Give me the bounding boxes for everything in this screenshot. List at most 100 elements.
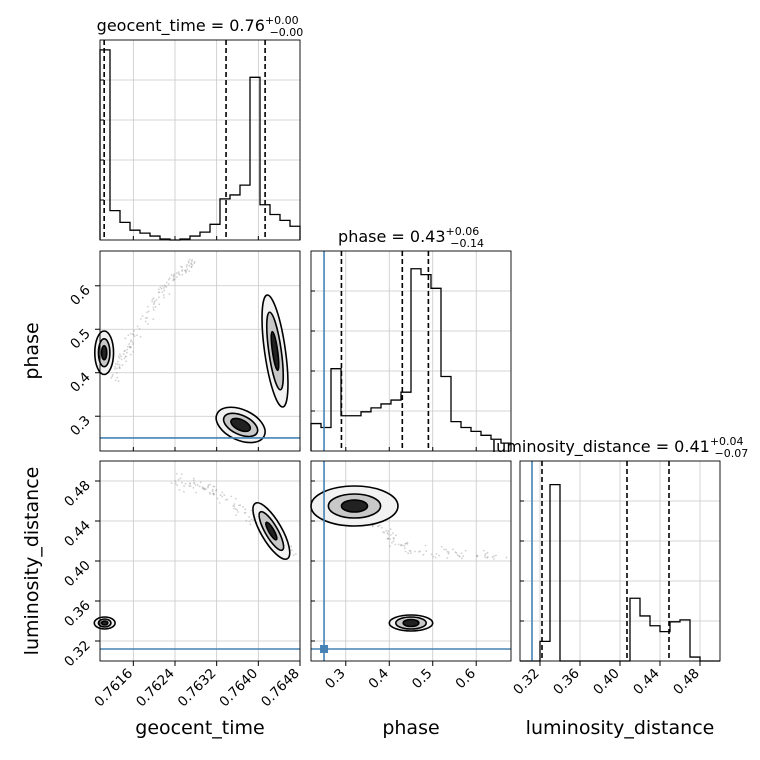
pair-geocent_time-phase-sample	[165, 281, 168, 284]
pair-phase-luminosity_distance-sample	[397, 543, 400, 546]
pair-geocent_time-phase-frame	[99, 250, 301, 452]
pair-phase-luminosity_distance-sample	[486, 556, 489, 559]
pair-geocent_time-phase-sample	[177, 272, 180, 275]
pair-geocent_time-phase-sample	[173, 275, 175, 277]
pair-phase-luminosity_distance-sample	[378, 524, 381, 527]
pair-geocent_time-luminosity_distance-sample	[192, 477, 195, 480]
pair-geocent_time-luminosity_distance-sample	[250, 509, 253, 512]
pair-phase-luminosity_distance-sample	[371, 524, 374, 527]
panel-title-upper-error: +0.00	[265, 14, 299, 27]
pair-phase-luminosity_distance-sample	[393, 537, 395, 540]
pair-phase-luminosity_distance-sample	[392, 537, 395, 539]
pair-geocent_time-luminosity_distance-sample	[211, 490, 214, 493]
pair-geocent_time-phase-sample	[115, 362, 117, 365]
pair-geocent_time-phase-sample	[139, 335, 142, 338]
frames-layer	[95, 39, 721, 666]
pair-geocent_time-phase-sample	[132, 343, 135, 345]
pair-geocent_time-luminosity_distance-sample	[198, 485, 201, 488]
pair-geocent_time-phase-sample	[187, 261, 190, 264]
y-axis-label-phase: phase	[21, 322, 43, 379]
pair-geocent_time-phase-sample	[123, 357, 126, 360]
pair-geocent_time-phase-sample	[125, 355, 128, 358]
pair-geocent_time-phase-sample	[167, 282, 170, 285]
pair-phase-luminosity_distance-sample	[460, 552, 463, 555]
pair-geocent_time-phase-sample	[188, 258, 191, 261]
pair-geocent_time-luminosity_distance-sample	[184, 482, 187, 485]
pair-geocent_time-luminosity_distance-sample	[189, 482, 192, 485]
pair-geocent_time-phase-sample	[117, 355, 120, 358]
grid-layer	[100, 40, 720, 661]
pair-geocent_time-phase-sample	[129, 353, 132, 356]
pair-phase-luminosity_distance-sample	[409, 550, 412, 552]
pair-geocent_time-luminosity_distance-sample	[178, 489, 181, 491]
pair-phase-luminosity_distance-sample	[406, 542, 409, 545]
panel-title-lower-error: −0.07	[715, 447, 749, 460]
ytick-label-luminosity_distance: 0.44	[61, 518, 94, 551]
pair-geocent_time-luminosity_distance-sample	[192, 479, 195, 482]
pair-geocent_time-luminosity_distance-sample	[209, 493, 212, 495]
pair-geocent_time-luminosity_distance-sample	[192, 486, 195, 489]
pair-geocent_time-phase-sample	[116, 360, 119, 363]
pair-phase-luminosity_distance-sample	[430, 553, 433, 556]
ytick-label-phase: 0.4	[67, 369, 94, 396]
pair-phase-luminosity_distance-sample	[406, 541, 409, 544]
pair-geocent_time-phase-sample	[172, 275, 175, 278]
pair-geocent_time-phase-sample	[181, 270, 184, 272]
pair-phase-luminosity_distance-sample	[460, 557, 463, 560]
pair-phase-luminosity_distance-sample	[452, 548, 454, 551]
pair-geocent_time-phase-sample	[193, 262, 196, 265]
pair-geocent_time-phase-sample	[162, 294, 165, 296]
pair-geocent_time-phase-sample	[180, 265, 182, 268]
pair-geocent_time-phase-sample	[128, 343, 131, 345]
pair-geocent_time-phase-sample	[173, 273, 175, 276]
pair-geocent_time-phase-sample	[161, 285, 164, 287]
pair-phase-luminosity_distance-sample	[385, 529, 388, 532]
pair-geocent_time-phase-sample	[136, 325, 139, 328]
pair-geocent_time-luminosity_distance-sample	[180, 481, 183, 484]
pair-geocent_time-luminosity_distance-sample	[232, 504, 235, 507]
pair-geocent_time-phase-sample	[130, 339, 133, 341]
pair-phase-luminosity_distance-sample	[434, 556, 437, 559]
lines-layer	[100, 40, 670, 661]
ytick-label-phase: 0.3	[67, 413, 94, 440]
pair-geocent_time-phase-sample	[173, 279, 175, 281]
pair-phase-luminosity_distance-sample	[482, 549, 485, 552]
pair-phase-luminosity_distance-sample	[377, 525, 379, 528]
pair-phase-luminosity_distance-sample	[435, 553, 438, 555]
pair-geocent_time-luminosity_distance-sample	[233, 505, 236, 508]
pair-geocent_time-luminosity_distance-sample	[244, 508, 247, 511]
pair-phase-luminosity_distance-sample	[495, 554, 497, 557]
panel-title-main: luminosity_distance = 0.41	[492, 437, 710, 457]
pair-geocent_time-phase-sample	[153, 300, 156, 303]
panel-title-main: geocent_time = 0.76	[97, 16, 265, 36]
pair-geocent_time-luminosity_distance-sample	[216, 497, 219, 500]
pair-phase-luminosity_distance-sample	[493, 555, 495, 558]
pair-geocent_time-luminosity_distance-sample	[180, 473, 183, 476]
pair-geocent_time-phase-sample	[173, 278, 176, 281]
pair-geocent_time-phase-sample	[122, 353, 125, 355]
pair-geocent_time-phase-sample	[181, 268, 184, 271]
pair-geocent_time-luminosity_distance-sample	[207, 484, 210, 486]
pair-geocent_time-phase-sample	[114, 365, 117, 368]
pair-phase-luminosity_distance-sample	[394, 534, 397, 537]
pair-phase-luminosity_distance-sample	[387, 537, 389, 540]
pair-phase-luminosity_distance-sample	[400, 544, 402, 546]
pair-phase-luminosity_distance-sample	[404, 542, 407, 545]
pair-geocent_time-phase-sample	[132, 350, 135, 353]
pair-geocent_time-phase-sample	[126, 348, 129, 351]
pair-geocent_time-phase-sample	[188, 264, 191, 267]
pair-phase-luminosity_distance-sample	[422, 553, 425, 556]
pair-geocent_time-luminosity_distance-sample	[235, 514, 238, 516]
pair-phase-luminosity_distance-sample	[425, 550, 428, 552]
pair-geocent_time-phase-sample	[115, 367, 118, 370]
pair-phase-luminosity_distance-contour-lower-blob-2	[402, 618, 420, 628]
pair-geocent_time-luminosity_distance-sample	[174, 482, 177, 485]
pair-geocent_time-luminosity_distance-sample	[290, 549, 293, 552]
pair-phase-luminosity_distance-sample	[456, 553, 459, 556]
pair-geocent_time-luminosity_distance-sample	[221, 491, 224, 494]
pair-geocent_time-phase-contour-left-mode-2	[100, 344, 108, 361]
pair-geocent_time-phase-sample	[190, 263, 193, 266]
pair-phase-luminosity_distance-sample	[440, 545, 443, 548]
x-axis-label-phase: phase	[382, 717, 439, 739]
pair-geocent_time-phase-sample	[116, 363, 119, 366]
